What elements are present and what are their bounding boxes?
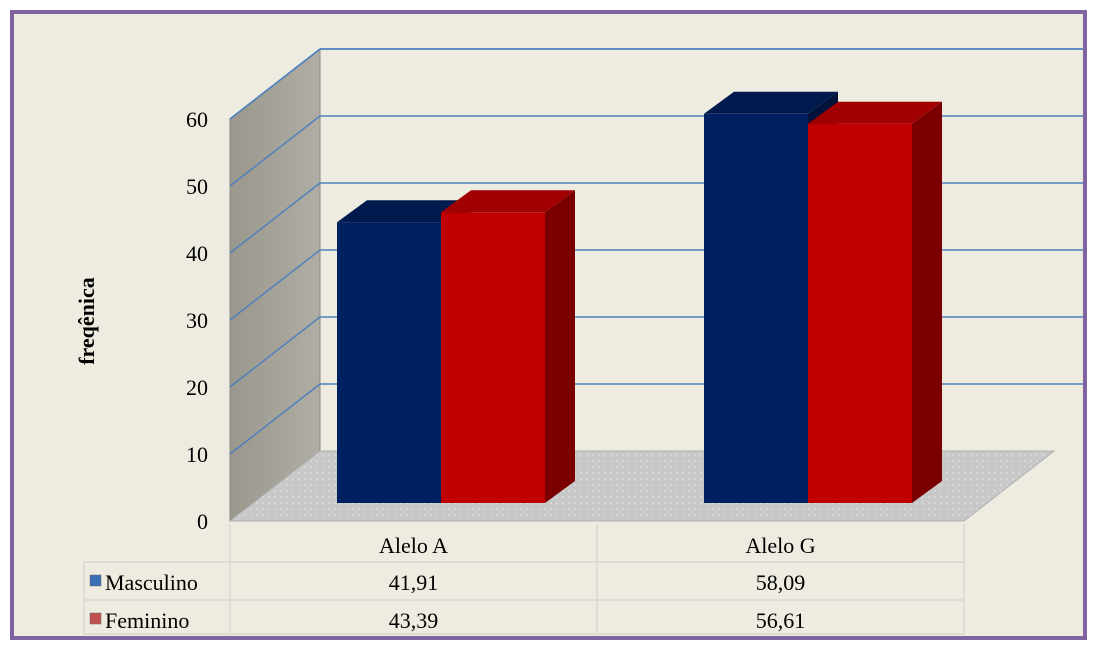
table-header-cell: Alelo G	[745, 533, 815, 558]
bar	[704, 113, 808, 503]
legend-key	[89, 612, 102, 625]
y-tick-label: 60	[186, 107, 208, 132]
gridline-side	[229, 115, 321, 187]
gridline-side	[229, 383, 321, 455]
table-value-cell: 43,39	[389, 608, 439, 633]
gridline-side	[229, 316, 321, 388]
legend-label: Masculino	[105, 570, 198, 595]
bar-top	[808, 101, 942, 124]
legend-key	[89, 574, 102, 587]
legend-label: Feminino	[105, 608, 189, 633]
y-tick-label: 30	[186, 308, 208, 333]
bar-top	[441, 190, 575, 213]
y-axis-label: freqênica	[74, 277, 99, 365]
bar-top	[337, 200, 471, 223]
table-header-cell: Alelo A	[379, 533, 448, 558]
table-value-cell: 41,91	[389, 570, 439, 595]
gridline-side	[229, 48, 321, 120]
y-tick-label: 50	[186, 174, 208, 199]
table-value-cell: 58,09	[756, 570, 806, 595]
bar-side	[912, 101, 942, 503]
gridline-side	[229, 249, 321, 321]
chart-frame: 0 10 20 30 40 50 60 freqênica Alelo A Alelo G Ma…	[10, 10, 1087, 640]
bar-chart: 0 10 20 30 40 50 60 freqênica Alelo A Alelo G Ma…	[74, 47, 1083, 635]
table-value-cell: 56,61	[756, 608, 806, 633]
y-tick-label: 40	[186, 241, 208, 266]
gridline-side	[229, 182, 321, 254]
y-tick-label: 20	[186, 375, 208, 400]
bar-side	[545, 190, 575, 504]
bar	[808, 123, 912, 503]
bar	[441, 212, 545, 504]
bar	[337, 222, 441, 503]
y-tick-label: 0	[197, 509, 208, 534]
bar-top	[704, 91, 838, 114]
y-tick-label: 10	[186, 442, 208, 467]
